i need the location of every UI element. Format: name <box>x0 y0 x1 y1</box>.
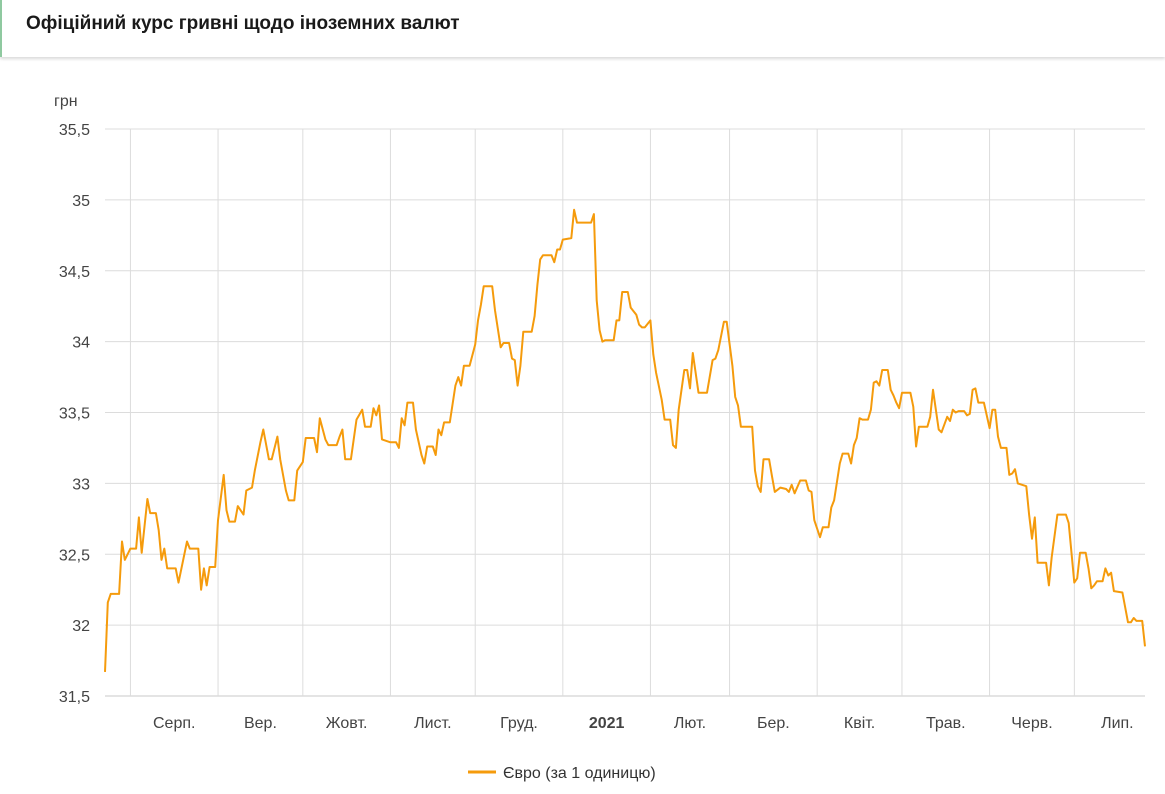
series-layer <box>104 208 1146 672</box>
y-tick-label: 35 <box>72 193 90 210</box>
grid <box>105 128 1145 697</box>
x-tick-label: Груд. <box>500 715 538 732</box>
page-title: Офіційний курс гривні щодо іноземних вал… <box>26 13 460 34</box>
y-tick-label: 34 <box>72 335 90 352</box>
y-axis-label: грн <box>54 93 78 110</box>
x-tick-label: Серп. <box>153 715 195 732</box>
series-line-euro <box>104 208 1146 672</box>
page-header: Офіційний курс гривні щодо іноземних вал… <box>0 0 1165 57</box>
y-tick-label: 35,5 <box>59 122 90 139</box>
y-tick-label: 33,5 <box>59 406 90 423</box>
legend-label: Євро (за 1 одиницю) <box>503 765 656 782</box>
x-tick-label: Лют. <box>674 715 706 732</box>
y-tick-label: 33 <box>72 476 90 493</box>
x-tick-label: Квіт. <box>844 715 875 732</box>
legend[interactable]: Євро (за 1 одиницю) <box>468 765 656 782</box>
x-tick-label: Лист. <box>414 715 451 732</box>
x-tick-label: Вер. <box>244 715 277 732</box>
y-tick-label: 31,5 <box>59 689 90 706</box>
x-tick-label: Черв. <box>1011 715 1052 732</box>
x-tick-label: 2021 <box>589 715 625 732</box>
x-axis-ticks: Серп. Вер. Жовт. Лист. Груд. 2021 Лют. Бер. Квіт… <box>153 715 1134 732</box>
y-tick-label: 32 <box>72 618 90 635</box>
y-tick-label: 32,5 <box>59 547 90 564</box>
y-axis-ticks: 31,5 32 32,5 33 33,5 34 34,5 35 35,5 <box>59 122 90 706</box>
x-tick-label: Бер. <box>757 715 790 732</box>
y-tick-label: 34,5 <box>59 264 90 281</box>
x-tick-label: Жовт. <box>326 715 368 732</box>
x-tick-label: Лип. <box>1101 715 1134 732</box>
x-tick-label: Трав. <box>926 715 966 732</box>
